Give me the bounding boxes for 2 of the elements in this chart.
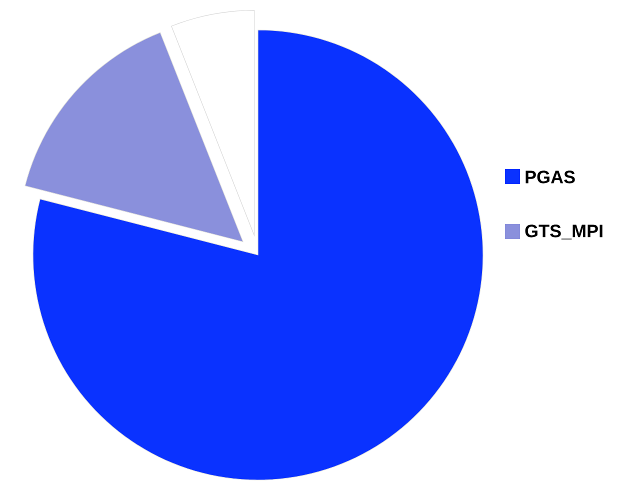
legend-label: PGAS <box>526 170 575 184</box>
legend-label: GTS_MPI <box>525 224 602 240</box>
